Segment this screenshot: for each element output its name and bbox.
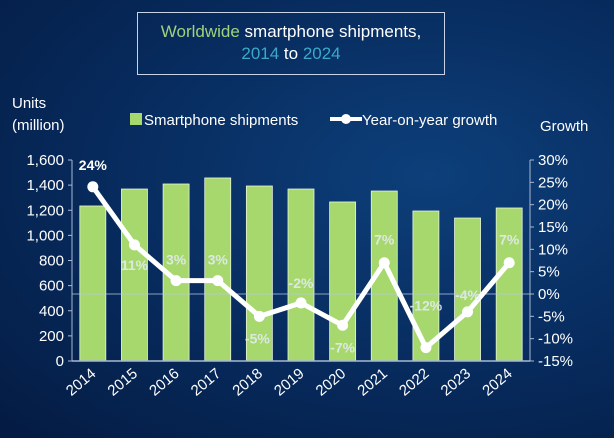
data-label: 3% xyxy=(208,252,229,268)
title-part: 2014 xyxy=(241,44,280,63)
x-tick-label: 2023 xyxy=(438,365,474,399)
growth-marker xyxy=(420,342,432,354)
growth-marker xyxy=(462,306,474,318)
growth-marker xyxy=(295,297,307,309)
bar xyxy=(287,188,315,362)
y-tick-label-right: 15% xyxy=(538,219,568,236)
y-tick-label-right: 10% xyxy=(538,241,568,258)
y-tick-label-left: 200 xyxy=(39,328,64,345)
title-part: 2024 xyxy=(302,44,341,63)
growth-marker xyxy=(378,257,390,269)
data-label: 11% xyxy=(121,257,149,273)
data-label: -2% xyxy=(289,275,314,291)
y-tick-label-left: 1,600 xyxy=(26,152,64,169)
y-tick-label-left: 0 xyxy=(56,353,64,370)
bar xyxy=(79,205,107,362)
x-tick-label: 2024 xyxy=(479,365,515,399)
growth-marker xyxy=(503,257,515,269)
growth-marker xyxy=(170,275,182,287)
y-tick-label-right: -10% xyxy=(538,331,573,348)
x-tick-label: 2021 xyxy=(354,365,390,399)
growth-marker xyxy=(87,181,99,193)
data-label: -5% xyxy=(245,330,270,346)
bar xyxy=(412,210,440,362)
x-tick-label: 2020 xyxy=(313,365,349,399)
legend-marker xyxy=(341,114,351,124)
y-tick-label-right: 25% xyxy=(538,174,568,191)
y-axis-label-right: Growth xyxy=(540,118,588,135)
growth-marker xyxy=(253,310,265,322)
y-tick-label-left: 1,400 xyxy=(26,177,64,194)
y-tick-label-right: 5% xyxy=(538,264,560,281)
data-label: 3% xyxy=(166,252,187,268)
x-tick-label: 2018 xyxy=(229,365,265,399)
y-tick-label-left: 400 xyxy=(39,303,64,320)
legend-bar-swatch xyxy=(130,113,142,125)
data-label: 7% xyxy=(374,232,395,248)
y-tick-label-right: 20% xyxy=(538,197,568,214)
y-tick-label-right: -15% xyxy=(538,353,573,370)
x-tick-label: 2017 xyxy=(188,365,224,399)
y-tick-label-left: 600 xyxy=(39,278,64,295)
legend-label: Smartphone shipments xyxy=(144,112,298,129)
data-label: -7% xyxy=(330,339,355,355)
x-tick-label: 2014 xyxy=(63,365,99,399)
x-tick-label: 2015 xyxy=(105,365,141,399)
y-tick-label-left: 1,000 xyxy=(26,227,64,244)
y-tick-label-left: 1,200 xyxy=(26,202,64,219)
bar xyxy=(121,188,148,362)
title-part: Worldwide xyxy=(160,22,240,41)
y-tick-label-left: 800 xyxy=(39,253,64,270)
y-axis-label-left: (million) xyxy=(12,117,65,134)
chart-title: Worldwide smartphone shipments, 2014 to … xyxy=(137,12,445,75)
bar xyxy=(245,185,273,362)
y-tick-label-right: -5% xyxy=(538,308,565,325)
bar xyxy=(329,201,357,362)
y-tick-label-right: 30% xyxy=(538,152,568,169)
x-tick-label: 2016 xyxy=(146,365,182,399)
growth-marker xyxy=(212,275,224,287)
y-axis-label-left: Units xyxy=(12,95,46,112)
data-label: 7% xyxy=(499,232,520,248)
legend-label: Year-on-year growth xyxy=(362,112,497,129)
bar xyxy=(495,207,523,362)
x-tick-label: 2019 xyxy=(271,365,307,399)
x-tick-label: 2022 xyxy=(396,365,432,399)
title-part: to xyxy=(279,44,303,63)
data-label: 24% xyxy=(79,157,108,173)
growth-marker xyxy=(337,319,349,331)
data-label: -4% xyxy=(455,287,480,303)
y-tick-label-right: 0% xyxy=(538,286,560,303)
title-part: smartphone shipments, xyxy=(239,22,422,41)
growth-marker xyxy=(128,239,140,251)
bar xyxy=(204,177,232,362)
data-label: -12% xyxy=(410,298,443,314)
